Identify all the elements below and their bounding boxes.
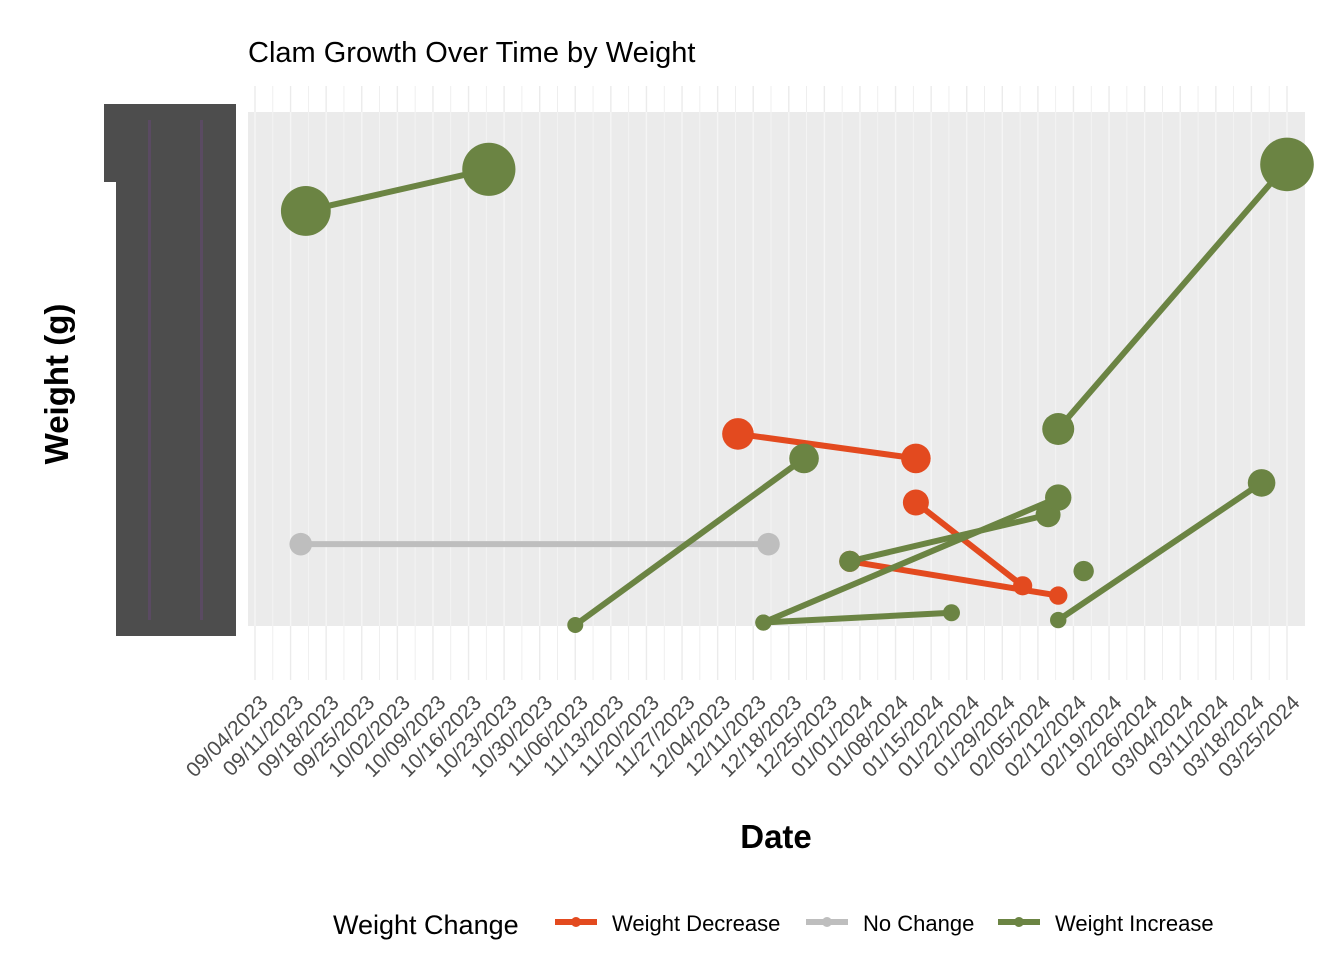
y-tick-overplot-gap-1 [148,120,151,620]
y-tick-overplot-block [116,104,236,636]
legend-key-point [571,917,581,927]
legend-key-point [1014,917,1024,927]
series-line-12 [1055,479,1265,624]
legend-entry-label: Weight Decrease [612,911,780,936]
y-tick-overplot-gap-2 [200,120,203,620]
y-tick-overplot-edge [104,104,118,182]
legend: Weight Change Weight Decrease No Change We… [333,910,1214,940]
series-line-1 [302,166,492,214]
data-point-6-1 [902,489,929,516]
series-line-6 [912,499,1026,589]
data-point-11-2 [1260,137,1314,192]
legend-title: Weight Change [333,910,519,940]
data-point-1-1 [280,186,331,236]
chart-title: Clam Growth Over Time by Weight [248,37,695,69]
x-axis-tick-labels: 09/04/202309/11/202309/18/202309/25/2023… [182,691,1305,782]
y-axis-title: Weight (g) [38,304,75,465]
data-point-9-2 [942,604,960,622]
data-point-4-1 [722,418,754,450]
points-layer [280,137,1314,633]
data-point-3-2 [789,443,819,474]
data-point-2-1 [289,532,313,556]
grid-lines-inner [254,112,1288,626]
series-layer [297,161,1290,628]
data-point-9-1 [755,614,772,631]
legend-entry-label: Weight Increase [1055,911,1214,936]
data-point-3-1 [567,617,584,633]
series-line-7 [846,511,1052,565]
series-line-11 [1055,161,1290,432]
legend-entry-label: No Change [863,911,974,936]
data-point-10-1 [1073,560,1094,582]
data-point-11-1 [1042,413,1075,445]
legend-key-point [822,917,832,927]
data-point-7-1 [839,550,861,572]
x-axis-title: Date [740,818,812,855]
y-axis-title-group: Weight (g) [38,304,75,465]
y-axis-tick-labels-overplot [104,104,236,636]
data-point-8-2 [1045,484,1072,511]
data-point-12-2 [1247,469,1276,497]
data-point-4-2 [901,443,931,474]
series-line-4 [734,430,919,462]
series-line-9 [760,609,955,626]
data-point-1-2 [462,142,516,196]
data-point-2-2 [757,532,780,556]
data-point-6-2 [1013,576,1033,596]
data-point-12-1 [1050,611,1067,629]
data-point-5-2 [1049,586,1068,605]
series-line-3 [572,455,808,628]
series-line-8 [760,494,1062,626]
